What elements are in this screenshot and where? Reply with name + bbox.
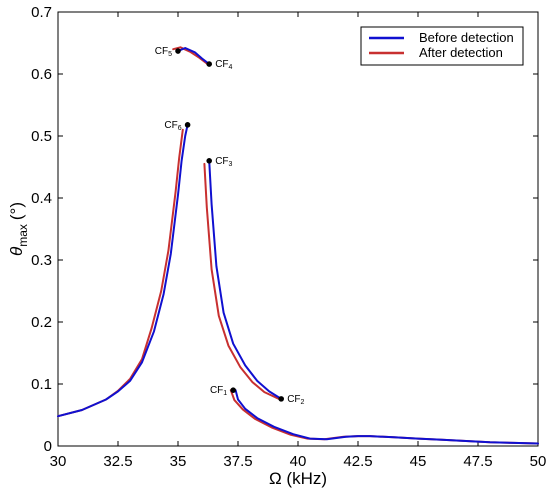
series-line-before-detection-branch-3 bbox=[234, 389, 539, 445]
x-tick-label: 45 bbox=[410, 453, 427, 470]
series-line-before-detection-branch-4 bbox=[177, 47, 211, 66]
series-line-after-detection-branch-1 bbox=[57, 128, 184, 418]
y-axis-subscript: max bbox=[16, 224, 30, 247]
cf-point-marker bbox=[278, 396, 285, 402]
x-tick-label: 40 bbox=[290, 453, 307, 470]
cf-point-marker bbox=[184, 122, 191, 128]
cf-label-base: CF bbox=[215, 156, 228, 167]
cf-label-subscript: 3 bbox=[229, 161, 233, 168]
cf-label-subscript: 1 bbox=[223, 390, 227, 397]
cf-point-marker bbox=[206, 158, 212, 164]
y-tick-label: 0.5 bbox=[31, 128, 52, 145]
cf-label-subscript: 5 bbox=[168, 51, 172, 58]
series-line-before-detection-branch-1 bbox=[57, 123, 189, 418]
series-layer bbox=[57, 46, 539, 445]
x-axis-title: Ω (kHz) bbox=[269, 469, 327, 488]
x-tick-label: 42.5 bbox=[343, 453, 372, 470]
cf-label: CF5 bbox=[155, 46, 172, 58]
y-tick-label: 0 bbox=[44, 438, 52, 455]
series-line-after-detection-branch-2 bbox=[203, 162, 280, 400]
cf-label-base: CF bbox=[155, 46, 168, 57]
cf-point-marker bbox=[230, 387, 236, 394]
y-tick-label: 0.7 bbox=[31, 4, 52, 21]
cf-label: CF2 bbox=[287, 394, 304, 406]
y-axis-title: θmax (°) bbox=[7, 202, 30, 256]
y-tick-label: 0.4 bbox=[31, 190, 52, 207]
x-tick-label: 35 bbox=[170, 453, 187, 470]
x-tick-label: 32.5 bbox=[103, 453, 132, 470]
y-tick-label: 0.2 bbox=[31, 314, 52, 331]
x-tick-label: 50 bbox=[530, 453, 547, 470]
cf-label: CF6 bbox=[164, 120, 181, 132]
y-axis-unit: (°) bbox=[7, 202, 26, 220]
x-axis-ticks: 30 32.5 35 37.5 40 42.5 45 47.5 50 bbox=[50, 12, 547, 470]
series-line-before-detection-branch-2 bbox=[208, 159, 283, 400]
cf-label-subscript: 6 bbox=[178, 125, 182, 132]
legend-label-before: Before detection bbox=[419, 30, 514, 45]
cf-label-base: CF bbox=[215, 59, 228, 70]
cf-label-subscript: 2 bbox=[301, 399, 305, 406]
y-tick-label: 0.3 bbox=[31, 252, 52, 269]
cf-label-base: CF bbox=[164, 120, 177, 131]
cf-label: CF4 bbox=[215, 59, 232, 71]
x-tick-label: 37.5 bbox=[223, 453, 252, 470]
cf-label-base: CF bbox=[287, 394, 300, 405]
cf-point-marker bbox=[175, 48, 181, 54]
legend-box bbox=[360, 26, 524, 66]
y-axis-ticks: 0 0.1 0.2 0.3 0.4 0.5 0.6 0.7 bbox=[31, 4, 538, 455]
cf-point-marker bbox=[206, 61, 212, 67]
cf-label: CF3 bbox=[215, 156, 232, 168]
x-tick-label: 47.5 bbox=[463, 453, 492, 470]
x-tick-label: 30 bbox=[50, 453, 67, 470]
y-tick-label: 0.1 bbox=[31, 376, 52, 393]
cf-label-subscript: 4 bbox=[229, 64, 233, 71]
legend-label-after: After detection bbox=[419, 45, 503, 60]
cf-label-base: CF bbox=[210, 385, 223, 396]
legend: Before detection After detection bbox=[360, 26, 524, 66]
y-axis-symbol: θ bbox=[7, 246, 26, 256]
cf-label: CF1 bbox=[210, 385, 227, 397]
y-tick-label: 0.6 bbox=[31, 66, 52, 83]
